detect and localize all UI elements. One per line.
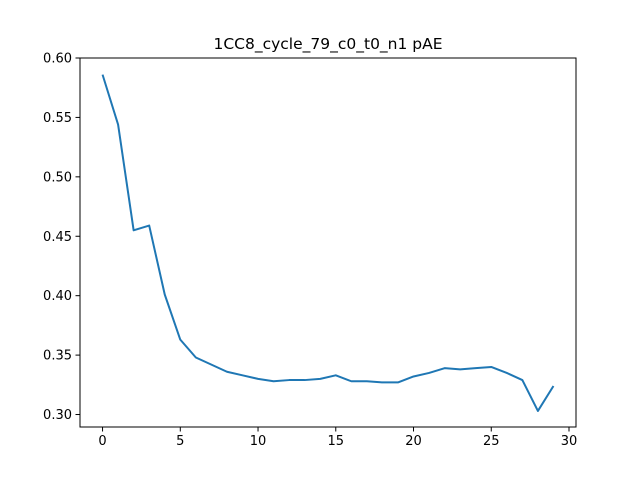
plot-frame [79,57,577,428]
y-tick-label: 0.60 [43,52,72,67]
chart-title: 1CC8_cycle_79_c0_t0_n1 pAE [213,35,442,54]
y-tick-label: 0.45 [43,230,72,245]
y-tick-label: 0.30 [43,408,72,423]
x-tick-label: 15 [328,434,345,449]
y-tick-label: 0.50 [43,170,72,185]
x-tick-label: 5 [176,434,184,449]
y-axis: 0.30 0.35 0.40 0.45 0.50 0.55 0.60 [43,52,80,423]
x-tick-label: 0 [98,434,106,449]
y-tick-label: 0.40 [43,289,72,304]
y-tick-label: 0.35 [43,349,72,364]
y-tick-label: 0.55 [43,111,72,126]
x-tick-label: 30 [561,434,578,449]
series-line [101,74,555,412]
series-layer [101,74,555,412]
x-axis: 0 5 10 15 20 25 30 [98,427,577,449]
x-tick-label: 25 [483,434,500,449]
x-tick-label: 20 [405,434,422,449]
x-tick-label: 10 [250,434,267,449]
